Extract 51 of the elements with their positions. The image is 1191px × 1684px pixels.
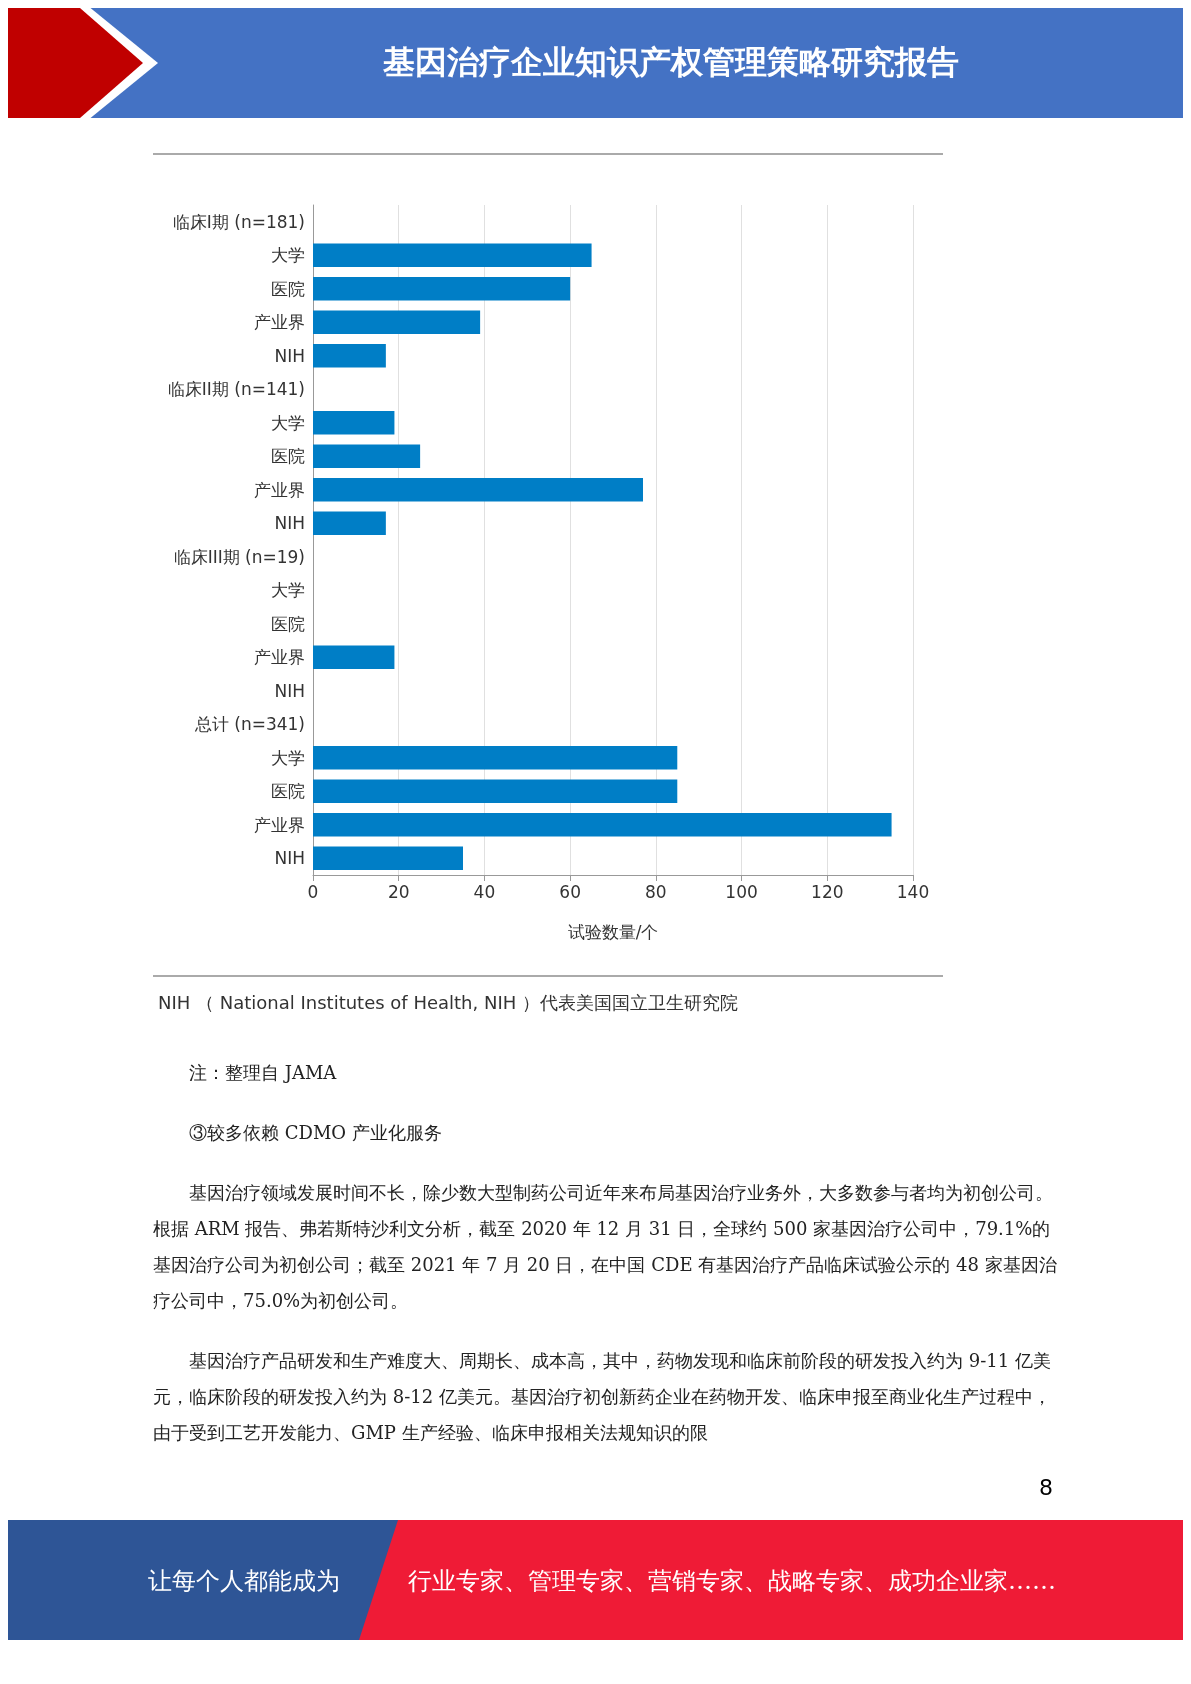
bar bbox=[313, 478, 643, 502]
x-tick-label: 0 bbox=[307, 881, 319, 902]
bar bbox=[313, 444, 421, 468]
y-tick-label: 大学 bbox=[271, 747, 305, 768]
bar bbox=[313, 779, 678, 803]
x-tick-label: 120 bbox=[811, 881, 844, 902]
y-tick-label: 总计 (n=341) bbox=[193, 714, 305, 735]
x-tick-label: 20 bbox=[387, 881, 410, 902]
x-tick-label: 40 bbox=[473, 881, 496, 902]
text: 让每个人都能成为 bbox=[148, 1566, 340, 1597]
y-tick-label: 产业界 bbox=[254, 312, 305, 333]
y-tick-label: 产业界 bbox=[254, 814, 305, 835]
y-tick-label: 产业界 bbox=[254, 647, 305, 668]
x-tick-label: 140 bbox=[896, 881, 930, 902]
y-tick-label: 产业界 bbox=[254, 479, 305, 500]
x-tick-label: 100 bbox=[725, 881, 758, 902]
bar bbox=[313, 243, 592, 267]
y-tick-label: NIH bbox=[274, 345, 305, 366]
text: 行业专家、管理专家、营销专家、战略专家、成功企业家…… bbox=[408, 1566, 1056, 1597]
bar bbox=[313, 511, 386, 535]
y-tick-label: 医院 bbox=[271, 278, 305, 299]
y-tick-label: NIH bbox=[274, 513, 305, 534]
y-tick-label: 医院 bbox=[271, 613, 305, 634]
bar bbox=[313, 277, 571, 301]
y-tick-label: NIH bbox=[274, 848, 305, 869]
bar bbox=[313, 344, 386, 368]
y-tick-label: 临床III期 (n=19) bbox=[173, 546, 305, 567]
text: 基因治疗领域发展时间不长，除少数大型制药公司近年来布局基因治疗业务外，大多数参与者均为初创公司。根据 ARM 报告、弗若斯特沙利文分析，截至 2020 年 12 月 31 日，全球约 500 家基因治疗公司中，79.1%的基因治疗公司为初创公司；截至 2021 年 7 月 20 日，在中国 CDE 有基因治疗产品临床试验公示的 48 家基因治疗公司中，75.0%为初创公司。 bbox=[153, 1181, 1058, 1313]
y-tick-label: 医院 bbox=[271, 446, 305, 467]
y-tick-label: NIH bbox=[274, 680, 305, 701]
x-tick-label: 80 bbox=[645, 881, 667, 902]
bar bbox=[313, 411, 395, 435]
text: 8 bbox=[1038, 1475, 1053, 1500]
text: 基因治疗产品研发和生产难度大、周期长、成本高，其中，药物发现和临床前阶段的研发投入约为 9-11 亿美元，临床阶段的研发投入约为 8-12 亿美元。基因治疗初创新药企业在药物开发、临床申报至商业化生产过程中，由于受到工艺开发能力、GMP 生产经验、临床申报相关法规知识的限 bbox=[153, 1349, 1052, 1445]
y-tick-label: 临床II期 (n=141) bbox=[167, 379, 305, 400]
text: ③较多依赖 CDMO 产业化服务 bbox=[188, 1121, 443, 1145]
x-tick-label: 60 bbox=[559, 881, 581, 902]
chart-title: 基因治疗企业知识产权管理策略研究报告 bbox=[381, 42, 960, 83]
bar bbox=[313, 746, 678, 770]
text: NIH （ National Institutes of Health, NIH ）代表美国国立卫生研究院 bbox=[158, 991, 739, 1015]
text: 注：整理自 JAMA bbox=[188, 1061, 338, 1085]
bar bbox=[313, 813, 892, 837]
bar bbox=[313, 310, 481, 334]
y-tick-label: 临床I期 (n=181) bbox=[172, 211, 305, 232]
y-tick-label: 大学 bbox=[271, 580, 305, 601]
y-tick-label: 医院 bbox=[271, 781, 305, 802]
y-tick-label: 大学 bbox=[271, 245, 305, 266]
bar bbox=[313, 846, 463, 870]
x-axis-title: 试验数量/个 bbox=[567, 921, 659, 942]
bar bbox=[313, 645, 395, 669]
y-tick-label: 大学 bbox=[271, 412, 305, 433]
